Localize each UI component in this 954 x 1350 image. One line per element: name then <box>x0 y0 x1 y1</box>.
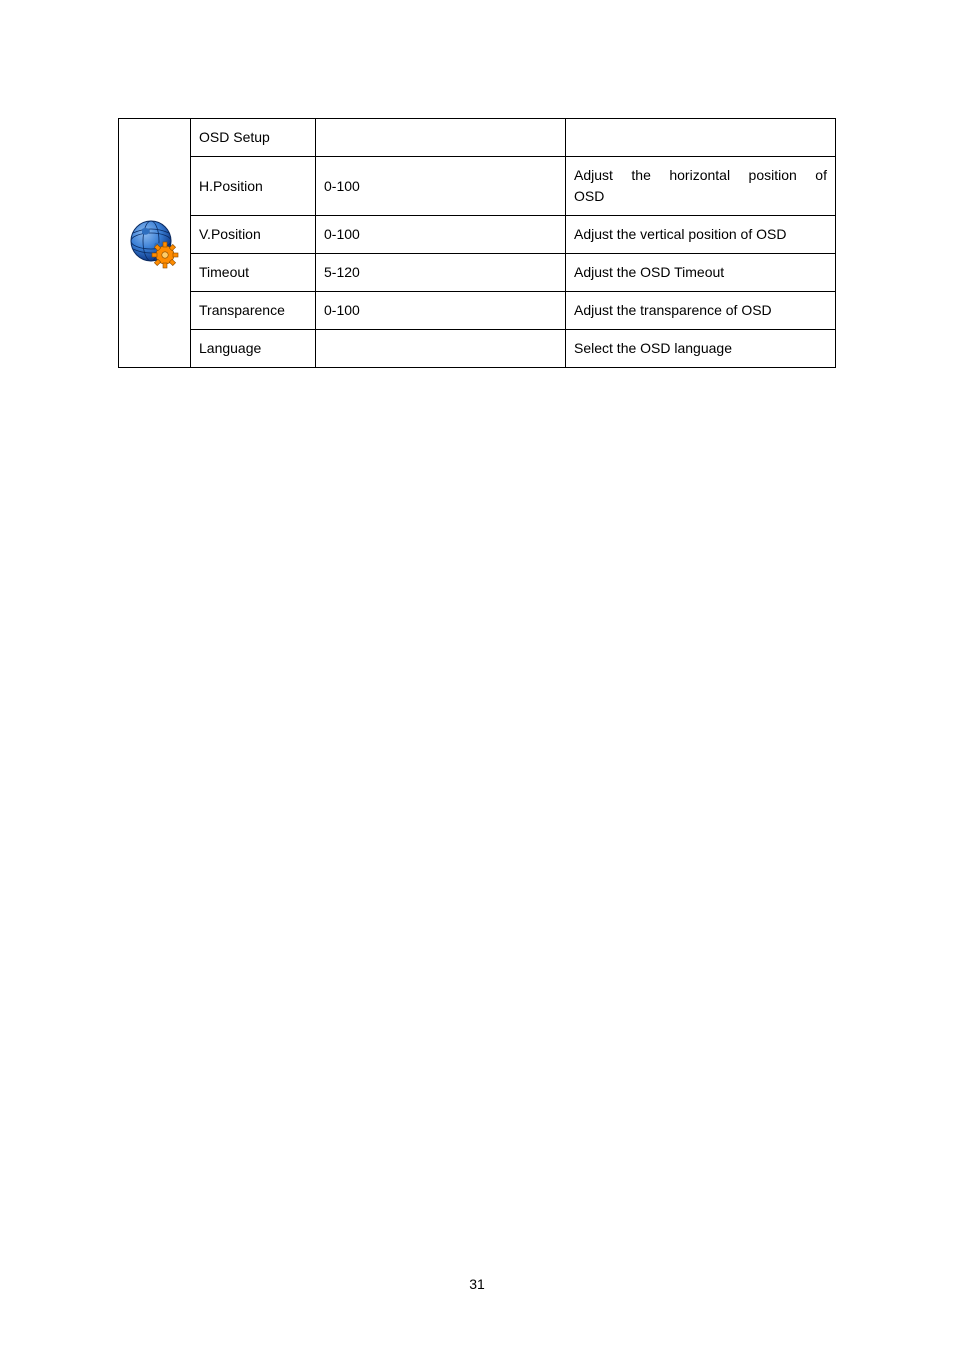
table-row: OSD Setup <box>119 119 836 157</box>
cell-name: V.Position <box>191 216 316 254</box>
table-row: Timeout 5-120 Adjust the OSD Timeout <box>119 254 836 292</box>
cell-name: OSD Setup <box>191 119 316 157</box>
cell-range: 0-100 <box>316 216 566 254</box>
cell-desc: Adjust the OSD Timeout <box>566 254 836 292</box>
category-icon-cell <box>119 119 191 368</box>
cell-desc: Adjust the vertical position of OSD <box>566 216 836 254</box>
globe-gear-icon <box>127 215 183 271</box>
cell-desc <box>566 119 836 157</box>
cell-range: 5-120 <box>316 254 566 292</box>
desc-line: Adjust the horizontal position of <box>574 165 827 186</box>
cell-desc: Adjust the horizontal position of OSD <box>566 157 836 216</box>
osd-setup-table: OSD Setup H.Position 0-100 Adjust the ho… <box>118 118 836 368</box>
cell-range: 0-100 <box>316 292 566 330</box>
table-row: Transparence 0-100 Adjust the transparen… <box>119 292 836 330</box>
table-row: V.Position 0-100 Adjust the vertical pos… <box>119 216 836 254</box>
cell-name: Transparence <box>191 292 316 330</box>
cell-desc: Select the OSD language <box>566 330 836 368</box>
table-row: Language Select the OSD language <box>119 330 836 368</box>
cell-name: Language <box>191 330 316 368</box>
page-number: 31 <box>0 1276 954 1292</box>
table-row: H.Position 0-100 Adjust the horizontal p… <box>119 157 836 216</box>
cell-name: Timeout <box>191 254 316 292</box>
desc-line: OSD <box>574 186 827 207</box>
cell-desc: Adjust the transparence of OSD <box>566 292 836 330</box>
cell-range <box>316 330 566 368</box>
cell-range <box>316 119 566 157</box>
page: OSD Setup H.Position 0-100 Adjust the ho… <box>0 0 954 1350</box>
cell-range: 0-100 <box>316 157 566 216</box>
cell-name: H.Position <box>191 157 316 216</box>
